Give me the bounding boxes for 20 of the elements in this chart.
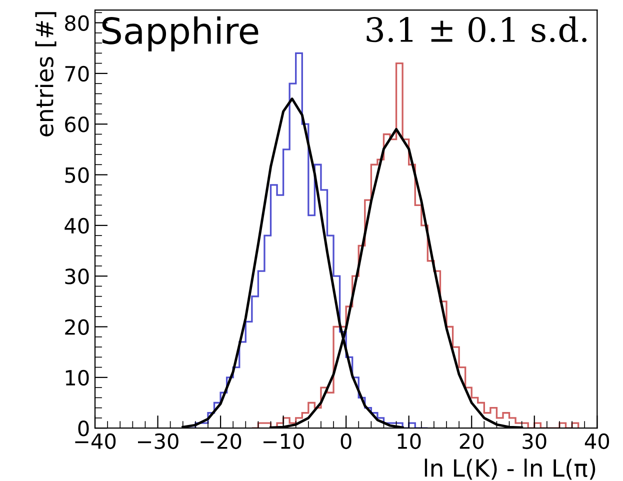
annotation: 3.1 ± 0.1 s.d. [366, 16, 586, 42]
x-tick-label: −30 [138, 433, 178, 450]
x-tick-label: −10 [264, 433, 304, 450]
y-tick-label: 20 [65, 319, 89, 335]
y-tick-label: 60 [65, 116, 89, 132]
x-tick-label: 30 [522, 433, 546, 450]
x-tick-label: 0 [340, 433, 352, 450]
y-tick-label: 30 [65, 268, 89, 284]
x-axis-title: ln L(K) - ln L(π) [424, 458, 596, 480]
x-tick-label: 40 [584, 433, 610, 450]
y-tick-label: 40 [64, 218, 89, 234]
x-tick-label: 10 [398, 433, 421, 450]
y-tick-label: 70 [65, 66, 89, 82]
y-tick-label: 50 [65, 167, 89, 183]
annotation: Sapphire [102, 16, 258, 52]
y-axis-title: entries [#] [35, 12, 56, 136]
y-tick-label: 80 [65, 15, 89, 31]
x-tick-label: 20 [460, 433, 484, 450]
x-tick-label: −20 [200, 433, 242, 450]
y-tick-label: 10 [66, 370, 89, 386]
